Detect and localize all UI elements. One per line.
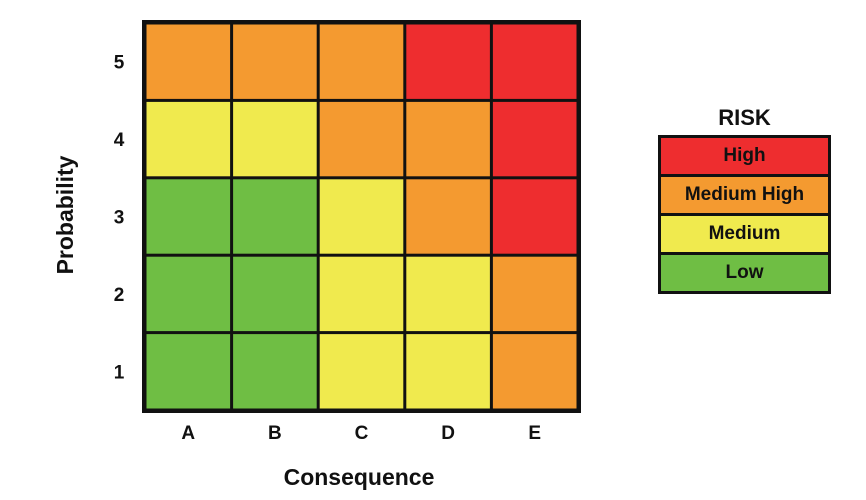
legend-item-high: High: [661, 138, 828, 174]
x-tick-label: B: [268, 423, 282, 444]
matrix-cells: [142, 20, 581, 413]
x-tick-label: A: [181, 423, 195, 444]
x-tick-labels: A B C D E: [181, 423, 541, 444]
matrix-cell: [492, 179, 577, 254]
x-tick-label: D: [441, 423, 455, 444]
matrix-cell: [233, 179, 317, 254]
matrix-cell: [319, 24, 404, 99]
matrix-cell: [319, 101, 404, 177]
legend-title: RISK: [718, 105, 771, 130]
x-axis-label: Consequence: [284, 464, 435, 490]
legend-item-medium: Medium: [661, 216, 828, 252]
matrix-cell: [146, 101, 231, 177]
matrix-cell: [406, 24, 490, 99]
matrix-cell: [492, 256, 577, 332]
y-axis-label: Probability: [52, 155, 78, 274]
y-tick-label: 1: [114, 362, 125, 383]
matrix-cell: [146, 24, 231, 99]
x-tick-label: C: [355, 423, 369, 444]
legend-item-medium-high: Medium High: [661, 177, 828, 213]
matrix-cell: [492, 334, 577, 409]
matrix-cell: [406, 101, 490, 177]
risk-legend: RISK High Medium High Medium Low: [658, 105, 831, 294]
matrix-cell: [406, 256, 490, 332]
y-tick-labels: 1 2 3 4 5: [114, 53, 125, 384]
matrix-cell: [406, 179, 490, 254]
matrix-cell: [146, 334, 231, 409]
matrix-cell: [233, 101, 317, 177]
y-tick-label: 5: [114, 53, 125, 74]
matrix-cell: [319, 179, 404, 254]
matrix-cell: [233, 256, 317, 332]
legend-box: High Medium High Medium Low: [658, 135, 831, 294]
x-tick-label: E: [528, 423, 541, 444]
y-tick-label: 3: [114, 208, 125, 229]
matrix-cell: [492, 101, 577, 177]
matrix-cell: [146, 179, 231, 254]
matrix-cell: [233, 334, 317, 409]
y-tick-label: 4: [114, 130, 125, 151]
matrix-cell: [406, 334, 490, 409]
matrix-cell: [146, 256, 231, 332]
y-tick-label: 2: [114, 285, 125, 306]
matrix-cell: [319, 256, 404, 332]
matrix-cell: [492, 24, 577, 99]
matrix-cell: [319, 334, 404, 409]
matrix-cell: [233, 24, 317, 99]
legend-item-low: Low: [661, 255, 828, 291]
